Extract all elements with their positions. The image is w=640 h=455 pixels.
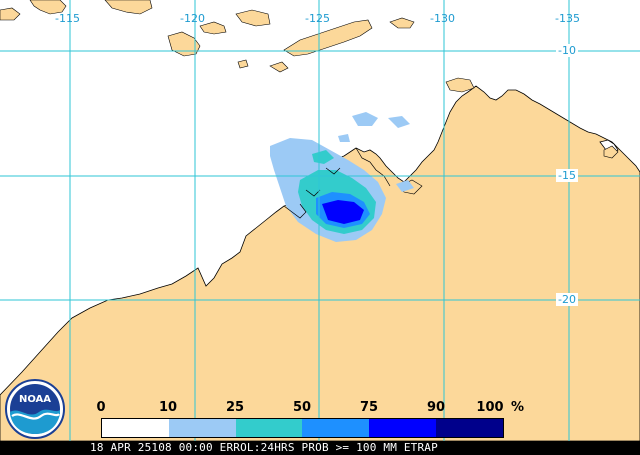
legend-tick-25: 25	[225, 400, 245, 415]
island-timor	[283, 19, 373, 57]
legend-tick-10: 10	[158, 400, 178, 415]
island-9	[237, 59, 249, 69]
legend-tick-50: 50	[292, 400, 312, 415]
island-2	[0, 7, 21, 21]
contour-25-50-b	[312, 150, 334, 164]
island-1	[29, 0, 67, 15]
lat-label-15: -15	[556, 169, 578, 182]
legend-swatch-50-75	[302, 419, 370, 437]
legend-swatch-75-90	[369, 419, 437, 437]
lon-label-120: -120	[180, 12, 205, 25]
island-10	[603, 145, 619, 159]
island-3	[104, 0, 153, 15]
island-7	[389, 17, 415, 29]
lon-label-125: -125	[305, 12, 330, 25]
graticule	[0, 0, 640, 441]
land-australia	[0, 85, 640, 455]
coast-detail	[283, 147, 391, 219]
legend-swatch-0-10	[102, 419, 169, 437]
noaa-logo-icon: NOAA	[5, 379, 65, 439]
legend-swatch-10-25	[168, 419, 236, 437]
contour-10-25-d	[396, 180, 414, 192]
contour-10-25-c	[388, 116, 410, 128]
island-tiwi	[445, 77, 475, 93]
lat-label-20: -20	[556, 293, 578, 306]
lon-label-115: -115	[55, 12, 80, 25]
legend-tick-0: 0	[96, 400, 106, 415]
contour-10-25-e	[338, 134, 350, 142]
contour-75-90	[322, 200, 364, 224]
legend-tick-90: 90	[426, 400, 446, 415]
probability-contours	[270, 112, 414, 242]
legend-tick-75: 75	[359, 400, 379, 415]
legend-swatch-90-100	[436, 419, 503, 437]
island-8	[269, 61, 289, 73]
noaa-logo-text: NOAA	[19, 394, 51, 405]
island-5	[199, 21, 227, 35]
legend-unit: %	[511, 400, 525, 415]
lon-label-135: -135	[555, 12, 580, 25]
legend-tick-100: 100	[476, 400, 504, 415]
legend-swatch-25-50	[235, 419, 303, 437]
footer-bar: 18 APR 25108 00:00 ERROL:24HRS PROB >= 1…	[0, 441, 640, 455]
island-6	[235, 9, 271, 27]
lon-label-130: -130	[430, 12, 455, 25]
contour-10-25-b	[352, 112, 378, 126]
legend-colorbar	[101, 418, 504, 438]
footer-caption: 18 APR 25108 00:00 ERROL:24HRS PROB >= 1…	[90, 441, 438, 454]
lat-label-10: -10	[556, 44, 578, 57]
